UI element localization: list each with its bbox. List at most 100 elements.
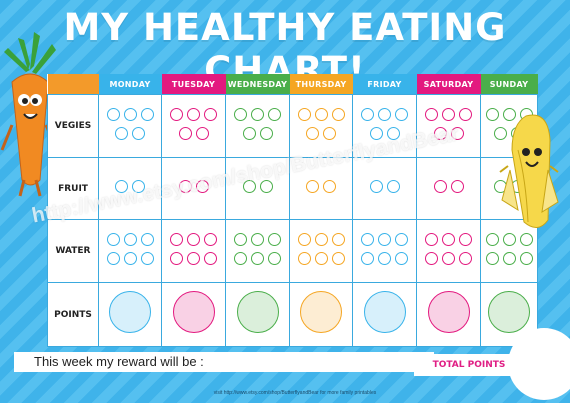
tick-circle[interactable] [204, 232, 217, 246]
tick-circle[interactable] [519, 251, 533, 265]
tick-circle[interactable] [204, 251, 217, 265]
tick-circle[interactable] [251, 251, 264, 265]
tick-circle[interactable] [132, 179, 145, 193]
tick-circle[interactable] [395, 232, 408, 246]
tick-circle[interactable] [442, 251, 455, 265]
tick-circle[interactable] [297, 232, 311, 246]
tick-circle[interactable] [140, 107, 154, 121]
tick-circle[interactable] [378, 107, 391, 121]
tick-circle[interactable] [485, 107, 499, 121]
tick-circle[interactable] [306, 179, 319, 193]
tick-circle[interactable] [361, 107, 374, 121]
chart-cell[interactable] [352, 94, 417, 158]
tick-circle[interactable] [331, 251, 345, 265]
chart-cell[interactable] [161, 157, 226, 220]
points-circle[interactable] [172, 291, 215, 333]
tick-circle[interactable] [494, 126, 507, 140]
chart-cell[interactable] [416, 282, 481, 347]
chart-cell[interactable] [225, 282, 290, 347]
tick-circle[interactable] [140, 232, 154, 246]
tick-circle[interactable] [242, 126, 256, 140]
tick-circle[interactable] [251, 232, 264, 246]
tick-circle[interactable] [187, 107, 200, 121]
tick-circle[interactable] [314, 232, 328, 246]
tick-circle[interactable] [268, 251, 281, 265]
chart-cell[interactable] [98, 282, 162, 347]
tick-circle[interactable] [204, 107, 217, 121]
chart-cell[interactable] [161, 94, 226, 158]
tick-circle[interactable] [234, 107, 247, 121]
tick-circle[interactable] [123, 232, 137, 246]
tick-circle[interactable] [459, 232, 472, 246]
chart-cell[interactable] [225, 157, 290, 220]
tick-circle[interactable] [115, 126, 128, 140]
tick-circle[interactable] [485, 251, 499, 265]
tick-circle[interactable] [123, 107, 137, 121]
tick-circle[interactable] [395, 251, 408, 265]
tick-circle[interactable] [115, 179, 128, 193]
tick-circle[interactable] [195, 126, 209, 140]
tick-circle[interactable] [323, 179, 336, 193]
chart-cell[interactable] [289, 282, 353, 347]
chart-cell[interactable] [416, 157, 481, 220]
tick-circle[interactable] [425, 251, 438, 265]
tick-circle[interactable] [386, 126, 400, 140]
tick-circle[interactable] [425, 232, 438, 246]
tick-circle[interactable] [187, 251, 200, 265]
chart-cell[interactable] [416, 94, 481, 158]
tick-circle[interactable] [433, 179, 447, 193]
tick-circle[interactable] [323, 126, 336, 140]
tick-circle[interactable] [433, 126, 447, 140]
tick-circle[interactable] [459, 107, 472, 121]
tick-circle[interactable] [106, 232, 120, 246]
points-circle[interactable] [427, 291, 470, 333]
tick-circle[interactable] [178, 126, 192, 140]
tick-circle[interactable] [187, 232, 200, 246]
tick-circle[interactable] [306, 126, 319, 140]
tick-circle[interactable] [425, 107, 438, 121]
chart-cell[interactable] [98, 94, 162, 158]
chart-cell[interactable] [480, 219, 538, 283]
tick-circle[interactable] [170, 232, 183, 246]
tick-circle[interactable] [450, 179, 464, 193]
tick-circle[interactable] [314, 107, 328, 121]
tick-circle[interactable] [502, 107, 516, 121]
chart-cell[interactable] [352, 282, 417, 347]
tick-circle[interactable] [369, 126, 383, 140]
chart-cell[interactable] [352, 157, 417, 220]
tick-circle[interactable] [251, 107, 264, 121]
chart-cell[interactable] [352, 219, 417, 283]
tick-circle[interactable] [459, 251, 472, 265]
tick-circle[interactable] [242, 179, 256, 193]
chart-cell[interactable] [416, 219, 481, 283]
chart-cell[interactable] [289, 219, 353, 283]
chart-cell[interactable] [98, 157, 162, 220]
tick-circle[interactable] [123, 251, 137, 265]
chart-cell[interactable] [289, 157, 353, 220]
tick-circle[interactable] [195, 179, 209, 193]
chart-cell[interactable] [225, 94, 290, 158]
tick-circle[interactable] [259, 179, 273, 193]
tick-circle[interactable] [331, 232, 345, 246]
points-circle[interactable] [488, 291, 530, 333]
tick-circle[interactable] [519, 232, 533, 246]
tick-circle[interactable] [386, 179, 400, 193]
tick-circle[interactable] [106, 107, 120, 121]
chart-cell[interactable] [98, 219, 162, 283]
tick-circle[interactable] [268, 232, 281, 246]
tick-circle[interactable] [132, 126, 145, 140]
tick-circle[interactable] [170, 251, 183, 265]
tick-circle[interactable] [442, 107, 455, 121]
points-circle[interactable] [236, 291, 279, 333]
tick-circle[interactable] [378, 232, 391, 246]
tick-circle[interactable] [234, 251, 247, 265]
tick-circle[interactable] [297, 251, 311, 265]
tick-circle[interactable] [314, 251, 328, 265]
tick-circle[interactable] [485, 232, 499, 246]
tick-circle[interactable] [106, 251, 120, 265]
tick-circle[interactable] [268, 107, 281, 121]
tick-circle[interactable] [140, 251, 154, 265]
tick-circle[interactable] [361, 232, 374, 246]
tick-circle[interactable] [395, 107, 408, 121]
tick-circle[interactable] [502, 251, 516, 265]
